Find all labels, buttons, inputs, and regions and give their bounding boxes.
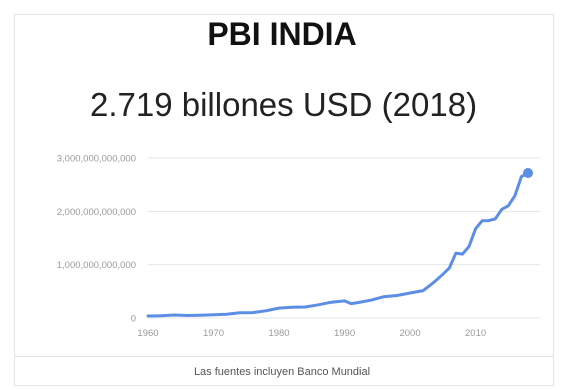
footer-divider [14, 356, 554, 357]
x-axis-ticks: 1960 1970 1980 1990 2000 2010 [137, 328, 486, 339]
x-tick-label: 2000 [399, 328, 420, 339]
x-tick-label: 1980 [268, 328, 289, 339]
y-tick-label: 1,000,000,000,000 [57, 260, 136, 271]
x-tick-label: 1990 [334, 328, 355, 339]
gdp-series-line [146, 171, 530, 318]
x-tick-label: 2010 [465, 328, 486, 339]
y-axis-ticks: 0 1,000,000,000,000 2,000,000,000,000 3,000… [57, 154, 136, 325]
x-tick-label: 1960 [137, 328, 158, 339]
latest-value-point[interactable] [523, 167, 533, 178]
chart-title: PBI INDIA [207, 16, 357, 52]
chart-card [14, 14, 554, 386]
x-tick-label: 1970 [203, 328, 224, 339]
grid-lines [148, 157, 540, 319]
chart-headline-value: 2.719 billones USD (2018) [90, 86, 478, 123]
y-tick-label: 2,000,000,000,000 [57, 207, 136, 218]
y-tick-label: 0 [131, 314, 136, 325]
source-note: Las fuentes incluyen Banco Mundial [193, 366, 371, 378]
series-layer [146, 167, 533, 318]
y-tick-label: 3,000,000,000,000 [57, 154, 136, 165]
